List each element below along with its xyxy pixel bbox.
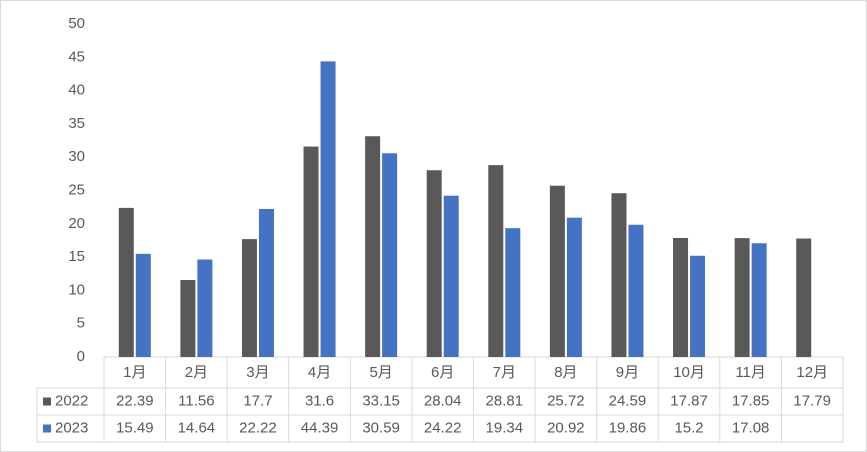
bar bbox=[135, 253, 151, 357]
bar bbox=[118, 207, 134, 357]
y-tick-label: 30 bbox=[68, 148, 85, 165]
bar bbox=[443, 195, 459, 357]
table-value: 30.59 bbox=[362, 419, 400, 436]
table-value: 28.81 bbox=[486, 392, 524, 409]
table-value: 24.59 bbox=[609, 392, 647, 409]
y-tick-label: 15 bbox=[68, 248, 85, 265]
bar bbox=[690, 255, 706, 357]
x-tick-label: 2月 bbox=[185, 364, 208, 381]
table-value: 14.64 bbox=[178, 419, 216, 436]
x-tick-label: 1月 bbox=[123, 364, 146, 381]
table-value: 33.15 bbox=[362, 392, 400, 409]
table-value: 28.04 bbox=[424, 392, 462, 409]
table-value: 22.39 bbox=[116, 392, 154, 409]
table-value: 17.08 bbox=[732, 419, 770, 436]
bar bbox=[180, 280, 196, 357]
bar bbox=[734, 238, 750, 357]
bar bbox=[241, 239, 257, 357]
x-tick-label: 11月 bbox=[735, 364, 766, 381]
y-tick-label: 25 bbox=[68, 181, 85, 198]
table-value: 17.87 bbox=[670, 392, 708, 409]
bar bbox=[303, 146, 319, 357]
bar bbox=[197, 259, 213, 357]
x-tick-label: 9月 bbox=[616, 364, 639, 381]
legend-key bbox=[43, 397, 51, 406]
bar bbox=[549, 185, 565, 357]
bar bbox=[673, 237, 689, 357]
bar bbox=[320, 61, 336, 357]
bar bbox=[751, 243, 767, 357]
y-tick-label: 40 bbox=[68, 82, 85, 99]
y-tick-label: 5 bbox=[77, 315, 85, 332]
bar bbox=[566, 217, 582, 357]
table-value: 17.85 bbox=[732, 392, 770, 409]
table-value: 19.86 bbox=[609, 419, 647, 436]
table-value: 31.6 bbox=[305, 392, 334, 409]
x-tick-label: 12月 bbox=[796, 364, 828, 381]
y-tick-label: 50 bbox=[68, 15, 85, 32]
table-value: 19.34 bbox=[486, 419, 524, 436]
table-value: 20.92 bbox=[547, 419, 585, 436]
legend-label: 2023 bbox=[55, 419, 88, 436]
y-tick-label: 35 bbox=[68, 115, 85, 132]
bar bbox=[796, 238, 812, 357]
x-tick-label: 3月 bbox=[246, 364, 269, 381]
bar bbox=[382, 153, 398, 357]
table-value: 25.72 bbox=[547, 392, 585, 409]
table-value: 44.39 bbox=[301, 419, 339, 436]
y-tick-label: 20 bbox=[68, 215, 85, 232]
table-value: 17.79 bbox=[793, 392, 831, 409]
bar bbox=[505, 228, 521, 357]
x-tick-label: 6月 bbox=[431, 364, 454, 381]
legend-key bbox=[43, 424, 51, 433]
x-tick-label: 4月 bbox=[308, 364, 331, 381]
table-value: 17.7 bbox=[243, 392, 272, 409]
bar bbox=[611, 193, 627, 357]
legend-label: 2022 bbox=[55, 392, 88, 409]
bar bbox=[258, 209, 274, 357]
y-tick-label: 0 bbox=[77, 348, 85, 365]
table-value: 24.22 bbox=[424, 419, 462, 436]
x-tick-label: 7月 bbox=[493, 364, 516, 381]
bar bbox=[488, 165, 504, 357]
y-tick-label: 45 bbox=[68, 48, 85, 65]
x-tick-label: 5月 bbox=[369, 364, 392, 381]
table-value: 15.2 bbox=[674, 419, 703, 436]
bar bbox=[426, 170, 442, 357]
bar bbox=[628, 224, 644, 357]
table-value: 11.56 bbox=[178, 392, 214, 409]
x-tick-label: 10月 bbox=[673, 364, 705, 381]
table-value: 15.49 bbox=[116, 419, 154, 436]
bar bbox=[365, 136, 381, 357]
table-value: 22.22 bbox=[239, 419, 277, 436]
x-tick-label: 8月 bbox=[554, 364, 577, 381]
y-tick-label: 10 bbox=[68, 281, 85, 298]
